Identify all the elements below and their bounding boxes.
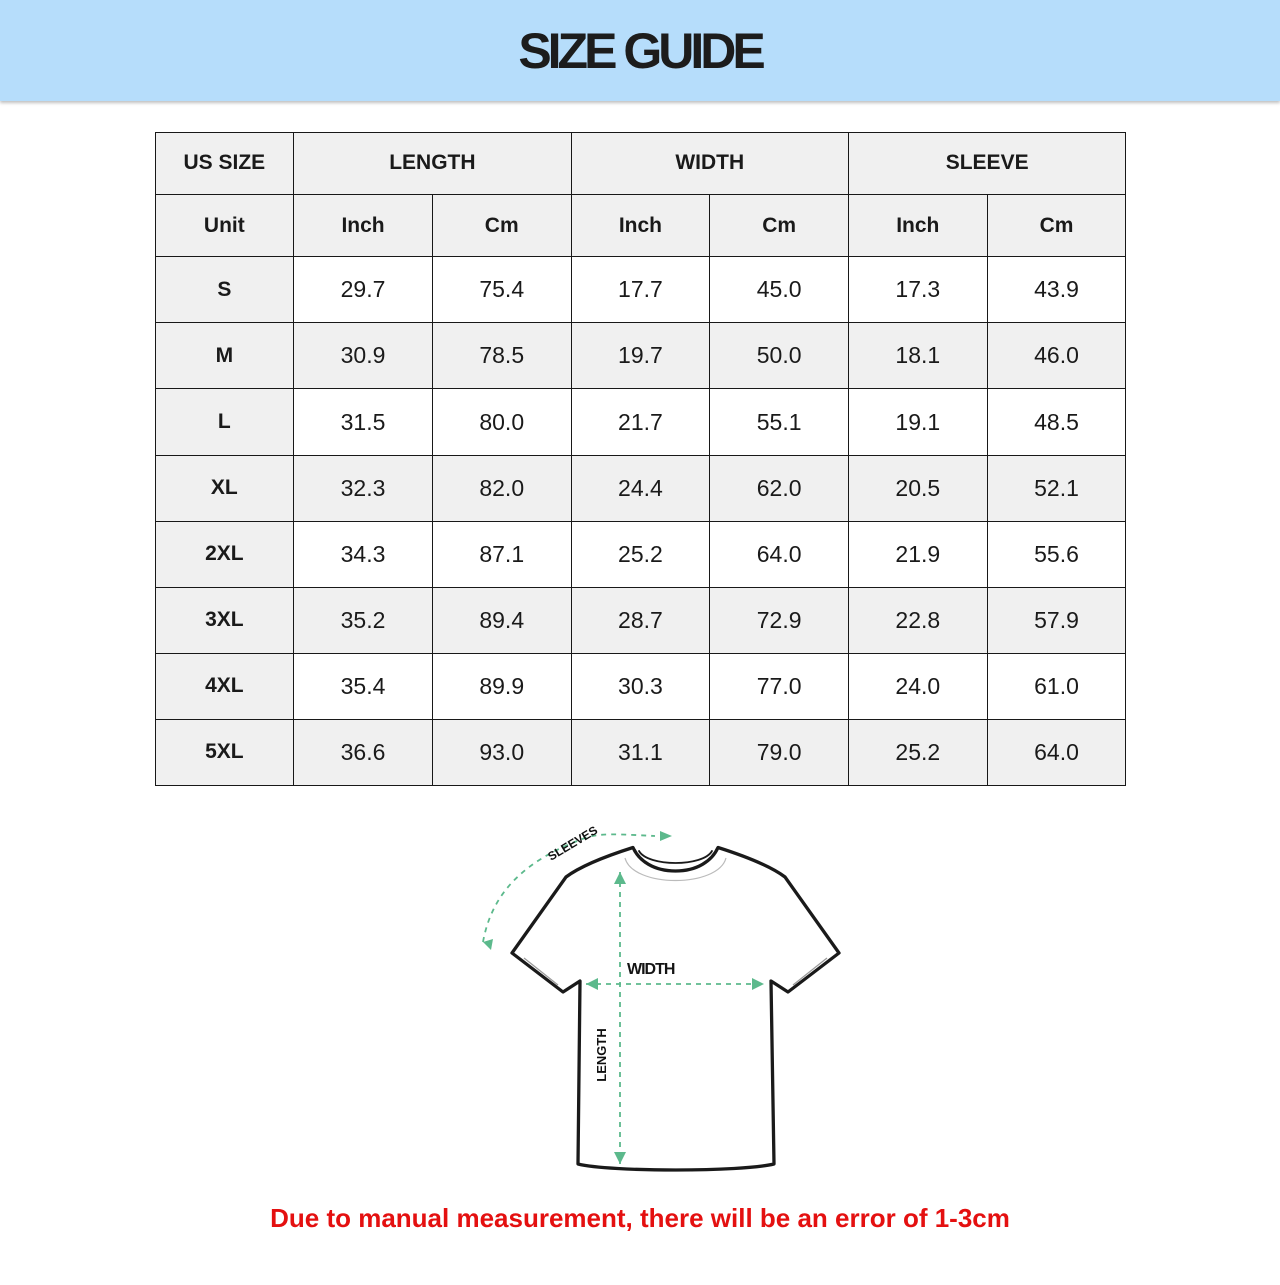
svg-text:SLEEVES: SLEEVES — [545, 823, 600, 864]
svg-text:LENGTH: LENGTH — [594, 1028, 609, 1081]
svg-text:WIDTH: WIDTH — [627, 961, 675, 978]
